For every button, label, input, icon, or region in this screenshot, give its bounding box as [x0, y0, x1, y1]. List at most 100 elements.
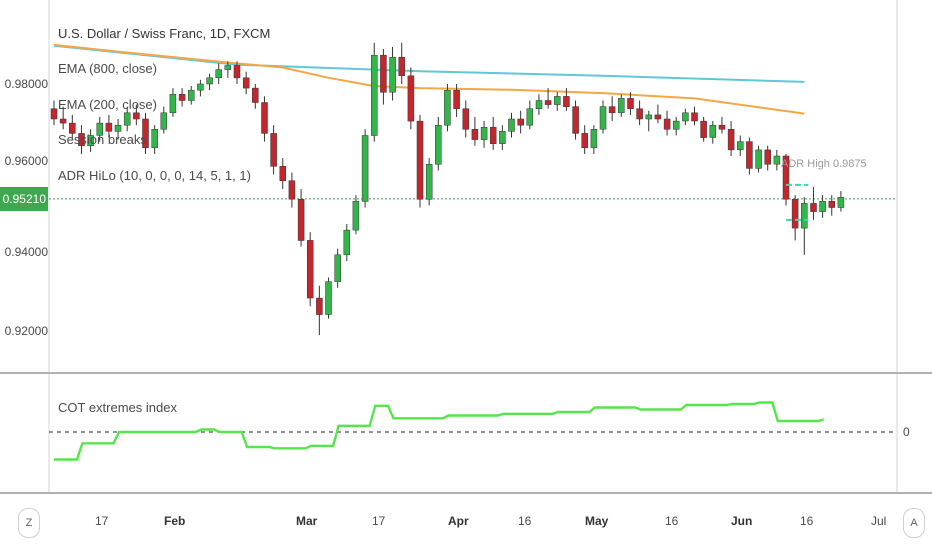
legend-adr-hilo[interactable]: ADR HiLo (10, 0, 0, 0, 14, 5, 1, 1): [58, 168, 251, 183]
x-tick-label: 16: [665, 514, 679, 528]
x-tick-label: 16: [518, 514, 532, 528]
candle-up: [645, 114, 653, 120]
candle-down: [306, 240, 314, 299]
candle-down: [270, 133, 277, 167]
candle-up: [389, 56, 396, 93]
candle-up: [599, 106, 607, 130]
candle-up: [361, 135, 369, 202]
candle-down: [810, 203, 817, 212]
candle-up: [508, 118, 515, 132]
x-tick-label: 17: [372, 514, 386, 528]
candle-down: [252, 87, 259, 103]
legend-ema-200[interactable]: EMA (200, close): [58, 97, 157, 112]
candle-up: [371, 54, 378, 136]
gridlines: [48, 0, 898, 493]
candle-up: [169, 94, 177, 114]
candle-down: [142, 118, 149, 149]
candle-up: [837, 196, 845, 208]
x-tick-label: 16: [800, 514, 814, 528]
candle-up: [87, 135, 94, 147]
y-tick-label: 0.96000: [4, 154, 48, 168]
x-tick-label: May: [585, 514, 609, 528]
candle-down: [828, 201, 836, 208]
candle-up: [224, 65, 232, 70]
candles: [50, 42, 845, 336]
auto-scale-button[interactable]: A: [903, 508, 925, 538]
cot-panel: [49, 401, 897, 461]
x-tick-label: Feb: [164, 514, 186, 528]
candle-down: [563, 96, 570, 107]
legend-session-breaks[interactable]: Session breaks: [58, 132, 147, 147]
candle-up: [160, 112, 168, 130]
current-price-label: 0.95210: [0, 187, 48, 211]
candle-down: [746, 141, 753, 169]
sub-panel-title[interactable]: COT extremes index: [58, 400, 177, 415]
candle-up: [480, 126, 488, 140]
candle-up: [801, 203, 808, 229]
candle-down: [572, 106, 579, 134]
candle-down: [608, 106, 616, 114]
adr-levels: [786, 183, 809, 221]
candle-down: [288, 180, 296, 200]
x-tick-label: 17: [95, 514, 109, 528]
candle-up: [682, 112, 689, 122]
candle-down: [627, 98, 634, 109]
candle-down: [59, 118, 67, 124]
candle-up: [554, 96, 561, 105]
candle-down: [691, 112, 698, 122]
candle-down: [654, 114, 662, 120]
candle-up: [755, 149, 762, 169]
candle-down: [316, 297, 323, 315]
candle-up: [444, 89, 451, 126]
candle-down: [69, 122, 76, 134]
candle-down: [133, 112, 140, 120]
candle-down: [233, 65, 241, 79]
candle-up: [819, 201, 826, 212]
candle-down: [462, 108, 470, 130]
candle-up: [618, 98, 625, 114]
candle-down: [453, 89, 460, 109]
panel-frame: [0, 372, 932, 494]
candle-down: [380, 54, 387, 93]
candle-down: [178, 94, 186, 101]
candle-up: [737, 141, 744, 151]
candle-down: [78, 133, 85, 147]
candle-up: [709, 124, 717, 138]
candle-down: [416, 120, 424, 200]
candle-up: [151, 129, 158, 149]
candle-down: [727, 129, 735, 151]
candle-down: [407, 75, 415, 122]
candle-up: [114, 124, 122, 132]
candle-up: [197, 83, 204, 91]
candle-up: [123, 112, 131, 126]
candle-up: [435, 124, 442, 165]
y-tick-label: 0.92000: [4, 324, 48, 338]
zoom-button[interactable]: Z: [18, 508, 40, 538]
candle-down: [544, 100, 552, 105]
candle-down: [782, 155, 790, 200]
legend-ema-800[interactable]: EMA (800, close): [58, 61, 157, 76]
candle-up: [672, 120, 680, 130]
x-tick-label: Apr: [448, 514, 469, 528]
sub-zero-label: 0: [903, 425, 910, 439]
x-tick-label: Jul: [871, 514, 887, 528]
candle-up: [343, 229, 351, 256]
candle-down: [581, 133, 588, 149]
candle-down: [764, 149, 771, 165]
candle-up: [206, 77, 213, 85]
candle-down: [261, 102, 268, 134]
candle-down: [297, 199, 305, 241]
candle-up: [535, 100, 543, 109]
candle-up: [499, 131, 506, 144]
candle-down: [636, 108, 643, 120]
candle-up: [325, 281, 332, 315]
candle-down: [700, 120, 707, 138]
x-tick-label: Jun: [731, 514, 753, 528]
candle-up: [188, 89, 195, 101]
candle-up: [590, 129, 598, 149]
candle-up: [215, 69, 222, 79]
ema-800-line: [53, 44, 805, 83]
candle-up: [96, 122, 104, 136]
